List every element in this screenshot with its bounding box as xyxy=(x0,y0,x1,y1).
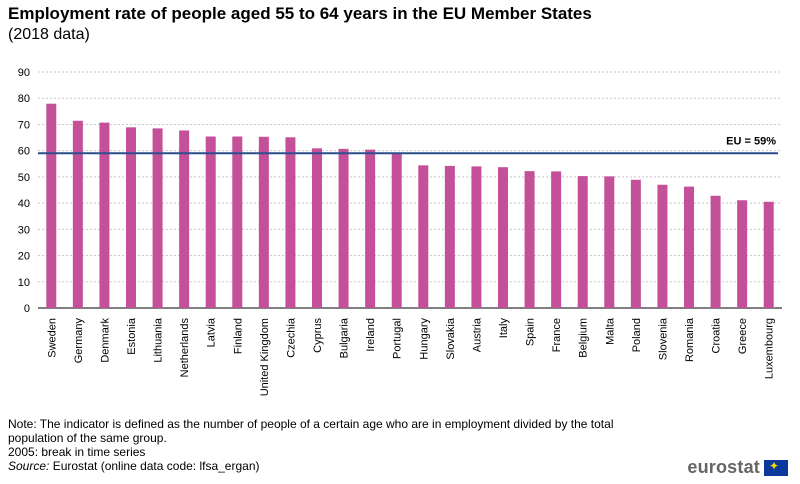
x-tick-label: Greece xyxy=(737,318,749,354)
bar xyxy=(444,165,455,308)
x-tick-label: France xyxy=(551,318,563,352)
bar-chart: 0 10 20 30 40 50 60 70 80 90 Sweden Germany Denmark… xyxy=(18,67,782,396)
x-tick-label: Portugal xyxy=(392,318,404,359)
source-label: Source: xyxy=(8,459,50,473)
y-tick-label: 40 xyxy=(18,198,30,210)
eu-average-label: EU = 59% xyxy=(726,135,776,147)
bar xyxy=(179,130,190,308)
bar xyxy=(710,195,721,308)
x-tick-label: Cyprus xyxy=(312,318,324,353)
bar xyxy=(391,152,402,308)
source-text: Eurostat (online data code: lfsa_ergan) xyxy=(49,459,260,473)
x-tick-label: Lithuania xyxy=(153,317,165,363)
x-tick-label: Denmark xyxy=(99,318,111,363)
bar xyxy=(365,149,376,308)
x-tick-label: Spain xyxy=(525,318,537,346)
y-tick-label: 80 xyxy=(18,93,30,105)
chart-title: Employment rate of people aged 55 to 64 … xyxy=(8,4,592,23)
x-tick-label: Estonia xyxy=(126,317,138,355)
x-tick-label: Luxembourg xyxy=(764,318,776,379)
gridlines xyxy=(38,71,782,309)
y-tick-label: 90 xyxy=(18,67,30,79)
y-tick-label: 50 xyxy=(18,172,30,184)
source-line: Source: Eurostat (online data code: lfsa… xyxy=(8,459,668,473)
bar xyxy=(471,166,482,308)
x-tick-label: Romania xyxy=(684,317,696,362)
x-tick-label: Austria xyxy=(471,317,483,352)
notes: Note: The indicator is defined as the nu… xyxy=(8,417,668,473)
note-line-3: 2005: break in time series xyxy=(8,445,146,459)
x-tick-label: Belgium xyxy=(578,318,590,358)
bar xyxy=(577,176,588,308)
bar xyxy=(338,148,349,308)
chart-subtitle: (2018 data) xyxy=(8,26,90,43)
bar xyxy=(46,103,57,309)
bar xyxy=(630,179,641,308)
bar xyxy=(99,122,110,308)
logo-text: eurostat xyxy=(687,457,760,477)
bar xyxy=(312,148,322,308)
y-tick-label: 70 xyxy=(18,119,30,131)
x-axis-labels: Sweden Germany Denmark Estonia Lithuania Neth… xyxy=(46,317,775,396)
note-line-1: Note: The indicator is defined as the nu… xyxy=(8,417,614,431)
x-tick-label: Slovakia xyxy=(445,317,457,359)
bar xyxy=(152,128,163,308)
reference-line-group: EU = 59% xyxy=(38,135,778,155)
note-line-2: population of the same group. xyxy=(8,431,167,445)
bar xyxy=(205,136,216,308)
bar xyxy=(657,184,668,308)
x-tick-label: Slovenia xyxy=(657,317,669,360)
bar xyxy=(126,127,136,308)
bar xyxy=(232,136,243,308)
y-tick-label: 30 xyxy=(18,224,30,236)
x-tick-label: Finland xyxy=(232,318,244,354)
bar xyxy=(524,171,535,308)
eurostat-logo: eurostat xyxy=(687,457,788,478)
bar xyxy=(258,136,269,308)
x-tick-label: Germany xyxy=(73,318,85,364)
x-tick-label: Czechia xyxy=(285,317,297,358)
x-tick-label: Hungary xyxy=(418,318,430,360)
x-tick-label: Ireland xyxy=(365,318,377,352)
bar xyxy=(763,201,774,308)
bars xyxy=(46,103,774,309)
bar xyxy=(498,167,508,308)
x-tick-label: Malta xyxy=(604,317,616,345)
x-tick-label: Sweden xyxy=(46,318,58,358)
eu-flag-icon xyxy=(764,459,788,476)
y-axis-ticks: 0 10 20 30 40 50 60 70 80 90 xyxy=(18,67,30,315)
y-tick-label: 20 xyxy=(18,251,30,263)
bar xyxy=(72,120,83,308)
x-tick-label: Bulgaria xyxy=(339,317,351,358)
x-tick-label: Poland xyxy=(631,318,643,352)
bar xyxy=(737,200,748,308)
bar xyxy=(551,171,562,308)
x-tick-label: Latvia xyxy=(206,317,218,347)
x-tick-label: Croatia xyxy=(711,317,723,353)
bar xyxy=(285,137,296,308)
x-tick-label: Italy xyxy=(498,318,510,339)
bar xyxy=(684,186,694,308)
bar xyxy=(604,176,615,308)
y-tick-label: 10 xyxy=(18,277,30,289)
x-tick-label: United Kingdom xyxy=(259,318,271,396)
x-tick-label: Netherlands xyxy=(179,318,191,378)
y-tick-label: 60 xyxy=(18,146,30,158)
bar xyxy=(418,165,429,308)
y-tick-label: 0 xyxy=(24,303,30,315)
